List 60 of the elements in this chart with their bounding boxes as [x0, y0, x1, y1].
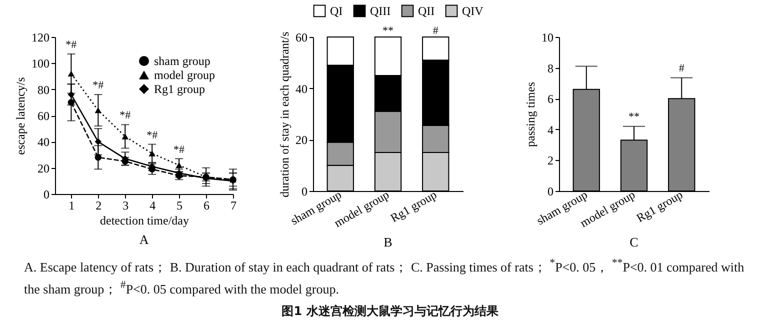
annotation: **: [628, 111, 640, 124]
text: B: [384, 234, 393, 250]
y-tick-label: 60: [296, 30, 308, 44]
legend-label: sham group: [154, 54, 210, 68]
y-tick-label: 20: [38, 161, 50, 176]
y-tick-label: 6: [548, 92, 554, 106]
x-tick-label: 2: [96, 198, 102, 212]
point: [68, 99, 75, 106]
y-tick-label: 40: [296, 82, 308, 96]
annotation: *#: [66, 39, 78, 52]
annotation: #: [432, 25, 439, 37]
point: [176, 162, 182, 168]
annotation: *#: [146, 129, 158, 142]
y-tick-label: 0: [44, 188, 50, 202]
annotation: #: [678, 62, 685, 75]
x-tick-label: 5: [176, 198, 183, 212]
annotation: **: [382, 25, 394, 37]
y-tick-label: 80: [38, 82, 50, 97]
y-axis-title: passing times: [524, 82, 538, 147]
point: [148, 150, 156, 156]
legend-label: QII: [418, 4, 435, 18]
legend-label: QI: [330, 4, 343, 18]
x-tick-label: 4: [150, 198, 156, 212]
legend-label: QIII: [370, 4, 391, 18]
point: [94, 107, 102, 114]
text: A: [139, 232, 150, 247]
point: [68, 91, 75, 98]
y-tick-label: 2: [548, 154, 554, 168]
x-tick-label: 7: [230, 198, 236, 212]
y-tick-label: 20: [296, 133, 308, 148]
y-tick-label: 40: [38, 135, 50, 150]
x-tick-label: 3: [122, 198, 129, 212]
point: [68, 70, 75, 77]
annotation: *#: [92, 80, 104, 92]
y-tick-label: 60: [38, 109, 50, 123]
legend-label: QIV: [462, 4, 484, 18]
x-tick-label: Rg1 group: [388, 187, 440, 226]
y-axis-title: escape latency/s: [14, 76, 28, 155]
text: A. Escape latency of rats； B. Duration of stay in each quadrant of rats； C. Passing times of rats； $^{*}$P<0. 05， $^{**}$P<0. 01 compared with the sham group； $^{#}$P<0. 05 compared with the model group.: [24, 257, 744, 297]
y-tick-label: 100: [32, 56, 50, 71]
y-tick-label: 10: [542, 30, 554, 44]
point: [94, 138, 102, 146]
legend-label: model group: [154, 68, 215, 82]
y-axis-title: duration of stay in each quadrant/s: [278, 31, 292, 198]
y-tick-label: 0: [548, 184, 554, 198]
y-tick-label: 120: [32, 30, 50, 44]
point: [122, 134, 128, 140]
x-tick-label: Rg1 group: [634, 187, 686, 226]
text: C: [630, 234, 638, 250]
y-tick-label: 4: [548, 122, 554, 137]
point: [94, 154, 102, 161]
x-axis-title: detection time/day: [100, 214, 189, 228]
x-tick-label: 6: [204, 198, 210, 212]
caption: 图1 水迷宫检测大鼠学习与记忆行为结果: [280, 302, 500, 320]
x-tick-label: 1: [68, 198, 75, 212]
y-tick-label: 8: [548, 61, 554, 76]
annotation: *#: [174, 144, 186, 156]
annotation: *#: [120, 110, 132, 122]
legend-label: Rg1 group: [154, 82, 205, 96]
y-tick-label: 0: [302, 184, 308, 198]
